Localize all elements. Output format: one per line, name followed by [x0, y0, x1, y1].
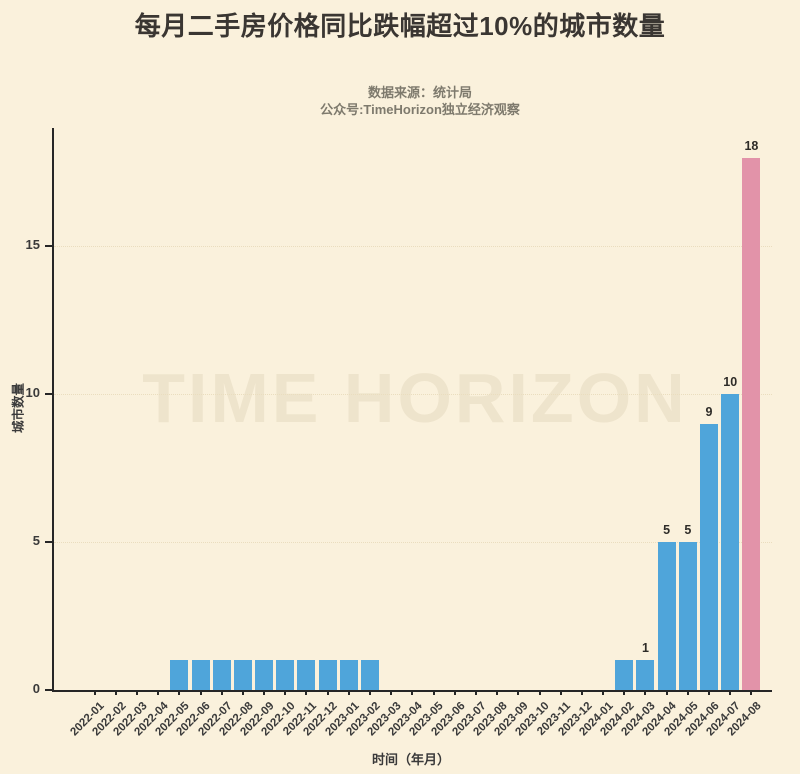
y-axis-title: 城市数量	[11, 382, 26, 434]
x-tick-mark	[602, 690, 605, 695]
plot-area: 0 5 10 15 2022-01 2022-02 2022-03 2022-04 2022-0…	[26, 128, 772, 738]
x-tick-mark	[432, 690, 435, 695]
x-tick-mark	[729, 690, 732, 695]
y-tick-label: 5	[32, 533, 40, 549]
bar-2024-06	[700, 423, 719, 690]
x-tick-mark	[665, 690, 668, 695]
bar-2024-02	[615, 660, 634, 690]
y-tick-label: 15	[25, 237, 40, 253]
x-tick-mark	[220, 690, 223, 695]
bar-value-label-2024-06: 9	[705, 404, 713, 419]
x-tick-mark	[623, 690, 626, 695]
x-tick-mark	[347, 690, 350, 695]
x-tick-mark	[474, 690, 477, 695]
x-tick-mark	[135, 690, 138, 695]
x-tick-mark	[241, 690, 244, 695]
x-tick-mark	[708, 690, 711, 695]
x-tick-mark	[686, 690, 689, 695]
subtitle-source-line: 数据来源：统计局	[367, 85, 472, 100]
bar-value-label-2024-03: 1	[641, 641, 649, 656]
x-tick-mark	[263, 690, 266, 695]
bar-value-label-2024-04: 5	[663, 523, 671, 538]
x-tick-mark	[580, 690, 583, 695]
x-tick-mark	[178, 690, 181, 695]
x-tick-mark	[284, 690, 287, 695]
x-tick-mark	[559, 690, 562, 695]
x-tick-mark	[453, 690, 456, 695]
bar-2022-06	[191, 660, 210, 690]
bar-2024-03	[636, 660, 655, 690]
y-tick-mark	[45, 393, 52, 396]
y-tick-mark	[45, 245, 52, 248]
bar-2022-07	[212, 660, 231, 690]
bar-2024-07	[721, 394, 740, 690]
gridline-y15	[54, 246, 772, 248]
gridline-y5	[54, 542, 772, 544]
bar-2023-01	[339, 660, 358, 690]
bar-highlight-2024-08	[742, 157, 761, 690]
bar-value-label-2024-05: 5	[684, 523, 692, 538]
y-tick-mark	[45, 541, 52, 544]
subtitle-account-line: 公众号:TimeHorizon独立经济观察	[320, 102, 520, 117]
bar-2024-05	[678, 542, 697, 690]
x-tick-mark	[369, 690, 372, 695]
bar-2024-04	[657, 542, 676, 690]
bar-2022-10	[276, 660, 295, 690]
x-tick-mark	[326, 690, 329, 695]
bar-value-label-2024-07: 10	[723, 375, 738, 390]
y-tick-label: 0	[32, 681, 40, 696]
y-tick-label: 10	[25, 385, 40, 401]
x-tick-mark	[157, 690, 160, 695]
chart-title: 每月二手房价格同比跌幅超过10%的城市数量	[134, 11, 666, 41]
x-tick-mark	[411, 690, 414, 695]
x-tick-mark	[496, 690, 499, 695]
bar-2022-12	[318, 660, 337, 690]
bar-2022-09	[255, 660, 274, 690]
bar-2022-11	[297, 660, 316, 690]
x-tick-mark	[750, 690, 753, 695]
x-tick-mark	[538, 690, 541, 695]
x-tick-mark	[517, 690, 520, 695]
y-tick-mark	[45, 689, 52, 691]
bar-2022-08	[233, 660, 252, 690]
x-tick-mark	[199, 690, 202, 695]
bar-2022-05	[170, 660, 189, 690]
x-tick-mark	[93, 690, 96, 695]
gridline-y10	[54, 394, 772, 396]
x-tick-mark	[644, 690, 647, 695]
bar-2023-02	[361, 660, 380, 690]
bar-value-label-2024-08: 18	[744, 138, 759, 153]
x-axis-title: 时间（年月）	[371, 752, 450, 767]
x-tick-mark	[305, 690, 308, 695]
x-tick-mark	[114, 690, 117, 695]
chart-subtitle: 数据来源：统计局 公众号:TimeHorizon独立经济观察	[30, 84, 800, 118]
x-tick-mark	[390, 690, 393, 695]
